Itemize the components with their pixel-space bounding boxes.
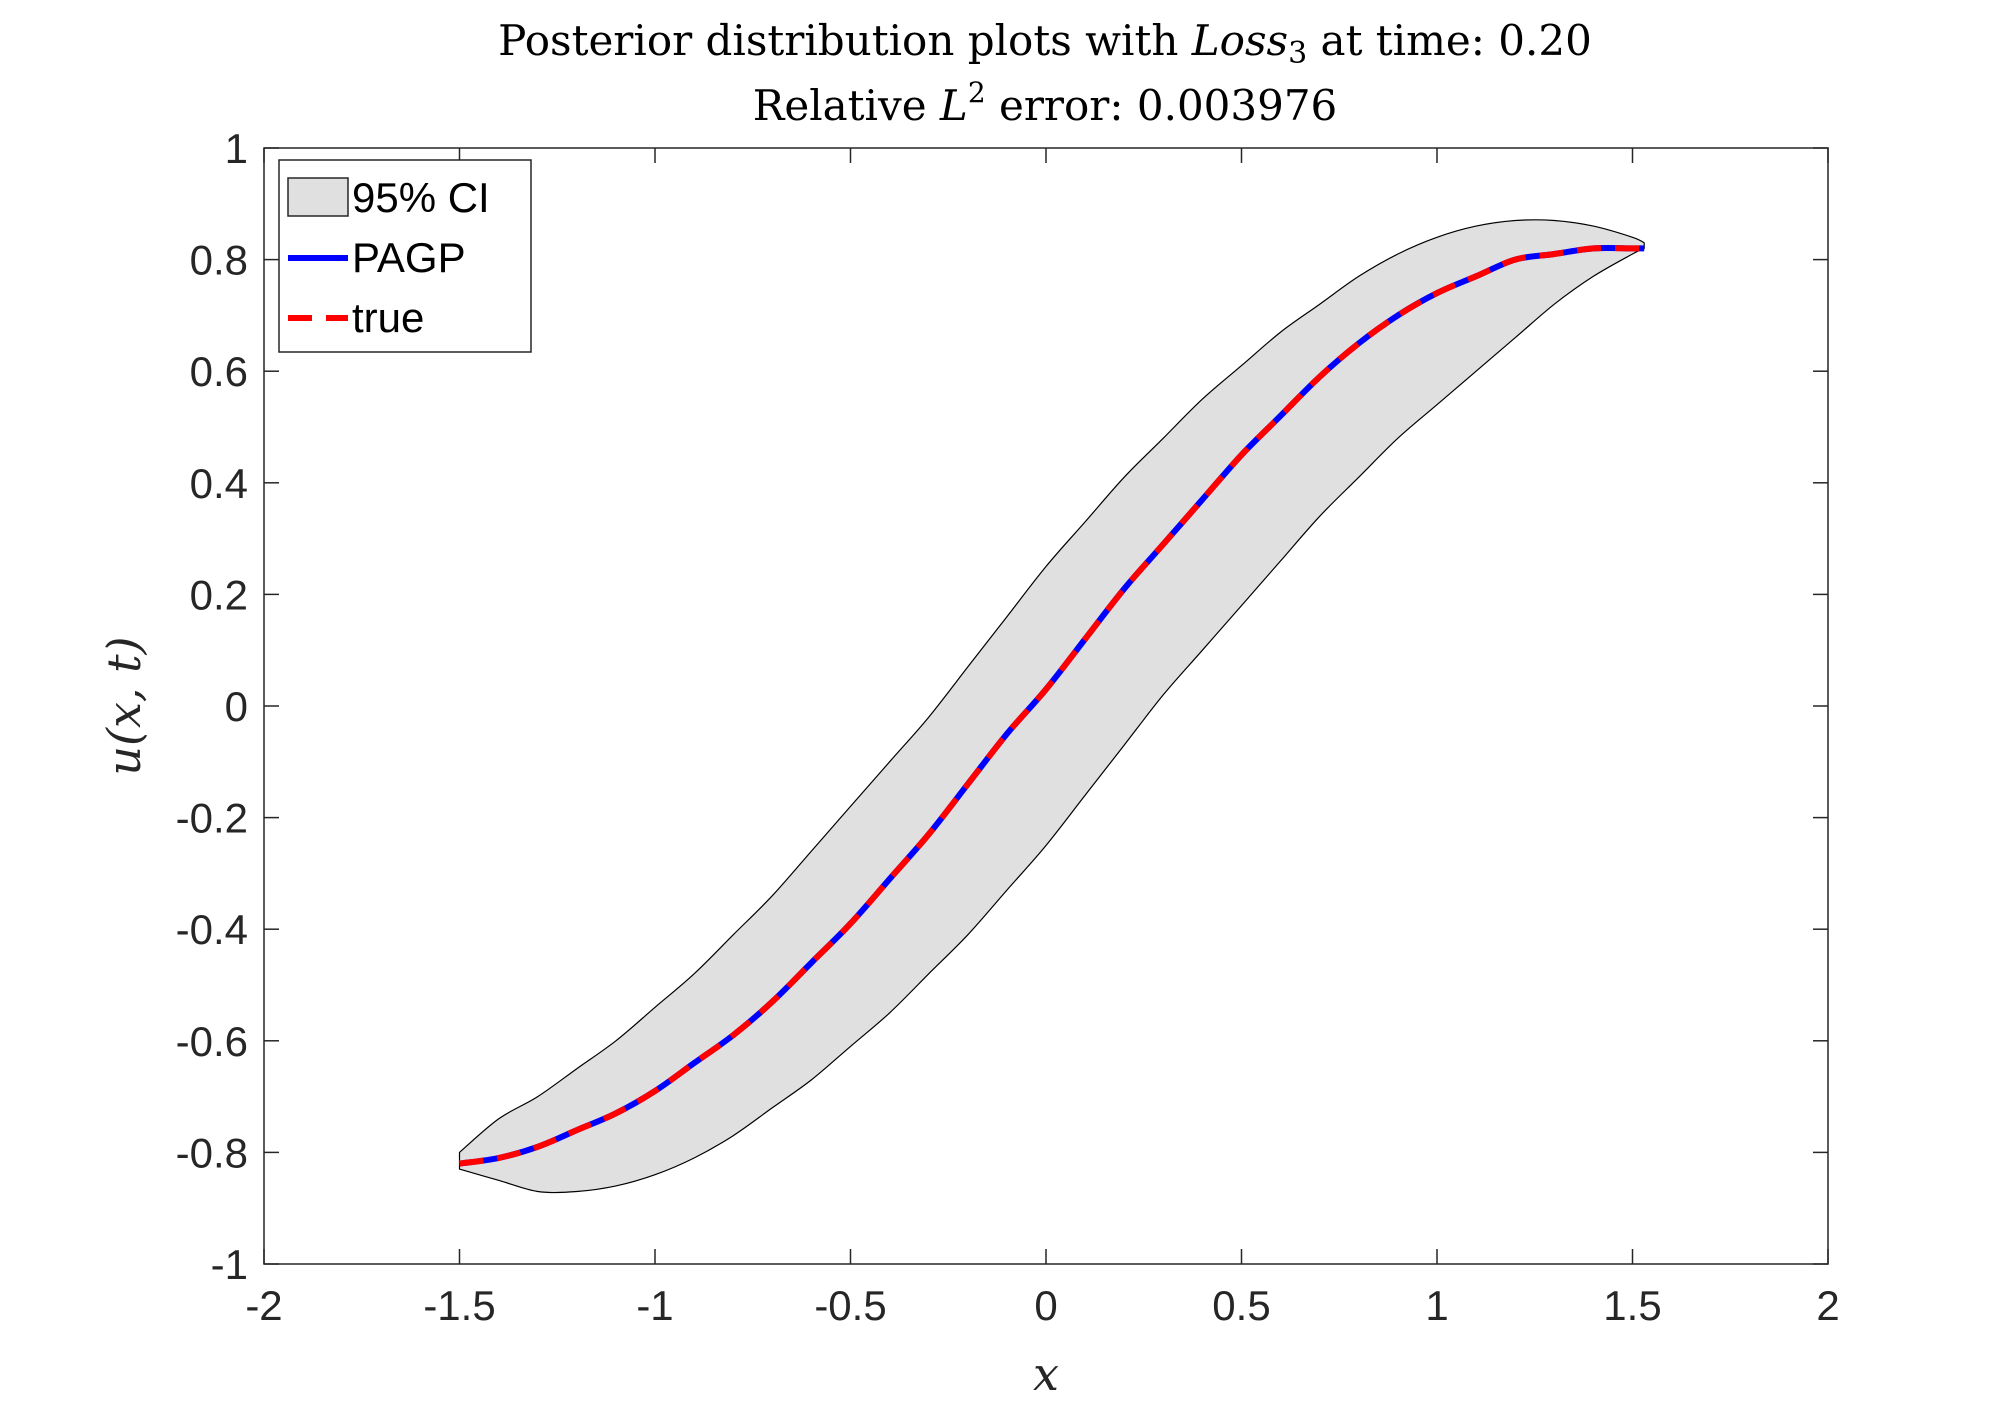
x-axis-label: x [1033, 1347, 1059, 1401]
y-tick-label: 0 [225, 683, 248, 730]
legend-label-true: true [352, 294, 424, 341]
y-tick-label: -0.4 [176, 906, 248, 953]
x-tick-label: 2 [1816, 1282, 1839, 1329]
x-tick-label: 0 [1034, 1282, 1057, 1329]
x-tick-label: 1.5 [1603, 1282, 1661, 1329]
x-tick-label: -2 [245, 1282, 282, 1329]
y-tick-label: 0.4 [190, 460, 248, 507]
x-tick-label: -1 [636, 1282, 673, 1329]
x-tick-label: -1.5 [423, 1282, 495, 1329]
y-tick-label: -1 [211, 1241, 248, 1288]
legend-swatch-ci [287, 177, 349, 217]
y-tick-label: -0.6 [176, 1018, 248, 1065]
y-tick-label: 0.8 [190, 237, 248, 284]
y-tick-label: -0.2 [176, 795, 248, 842]
y-axis-label: u(x, t) [97, 636, 151, 775]
chart-title-line1: Posterior distribution plots with Loss3 … [498, 16, 1592, 71]
axes-box [263, 147, 1829, 1265]
x-tick-label: 0.5 [1212, 1282, 1270, 1329]
chart-title-line2: Relative L2 error: 0.003976 [753, 76, 1338, 130]
x-tick-label: 1 [1425, 1282, 1448, 1329]
legend-label-ci: 95% CI [352, 174, 490, 221]
legend-label-pagp: PAGP [352, 234, 466, 281]
y-tick-label: 0.6 [190, 348, 248, 395]
legend: 95% CI PAGP true [278, 159, 532, 353]
true-dashed-line [459, 245, 1645, 1167]
x-tick-label: -0.5 [814, 1282, 886, 1329]
y-tick-label: -0.8 [176, 1129, 248, 1176]
y-tick-label: 1 [225, 125, 248, 172]
axis-tick-labels: -2 -1.5 -1 -0.5 0 0.5 1 1.5 2 -1 -0.8 -0.6 -0.4 -0.2 0… [176, 125, 1840, 1329]
y-tick-label: 0.2 [190, 571, 248, 618]
